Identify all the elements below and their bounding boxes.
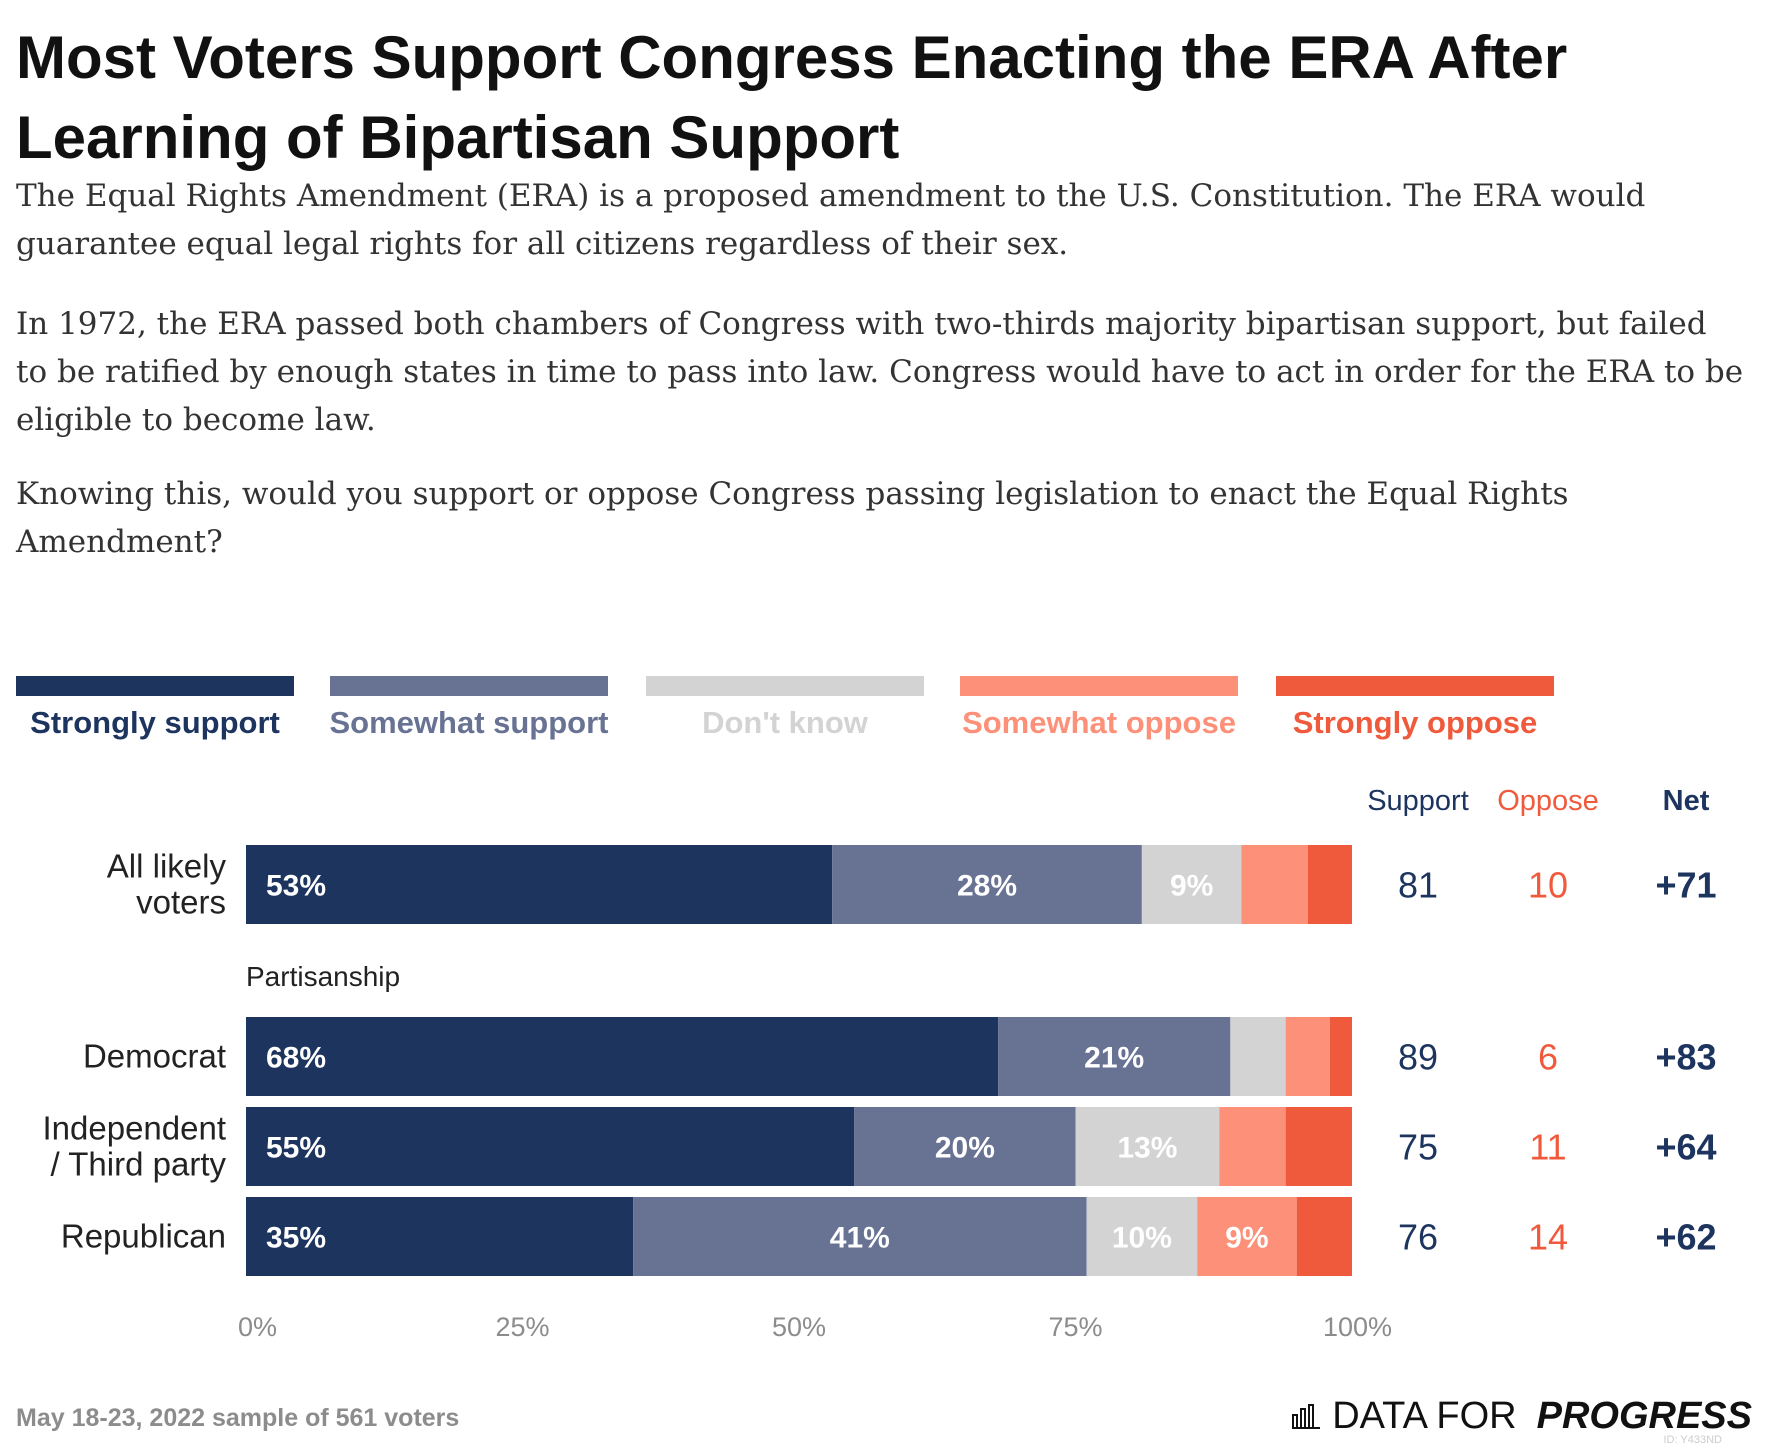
legend-label: Somewhat support xyxy=(329,705,608,740)
x-tick-label: 100% xyxy=(1323,1312,1392,1342)
support-value: 76 xyxy=(1398,1217,1438,1258)
bar-segment xyxy=(1075,1107,1220,1186)
chart-id: ID: Y433ND xyxy=(1663,1434,1723,1446)
row-label: voters xyxy=(136,884,226,921)
row-label: Republican xyxy=(61,1218,226,1255)
data-label: 9% xyxy=(1225,1222,1268,1255)
data-label: 53% xyxy=(266,870,326,903)
support-value: 89 xyxy=(1398,1037,1438,1078)
oppose-value: 11 xyxy=(1529,1127,1566,1168)
bar-segment xyxy=(246,1017,999,1096)
bar-segment xyxy=(1285,1017,1330,1096)
x-tick-label: 25% xyxy=(495,1312,549,1342)
bar-segment xyxy=(1329,1017,1352,1096)
data-label: 10% xyxy=(1112,1222,1172,1255)
bar-segment xyxy=(1296,1197,1352,1276)
stacked-bar-chart: Strongly support Somewhat support Don't kn… xyxy=(16,676,1717,1342)
bar-segment xyxy=(633,1197,1087,1276)
legend-label: Don't know xyxy=(702,705,869,740)
data-label: 68% xyxy=(266,1042,326,1075)
bar-segment xyxy=(246,845,833,924)
brand-logo: DATA FOR PROGRESS xyxy=(1292,1394,1752,1438)
oppose-value: 10 xyxy=(1528,865,1568,906)
bar-segment xyxy=(1230,1017,1286,1096)
legend-label: Strongly support xyxy=(30,705,280,740)
bar-segment xyxy=(1219,1107,1286,1186)
oppose-header: Oppose xyxy=(1497,785,1599,817)
group-label: Partisanship xyxy=(246,961,400,992)
bar-chart-icon xyxy=(1292,1404,1321,1429)
x-tick-label: 75% xyxy=(1048,1312,1102,1342)
bar-segment xyxy=(1141,845,1242,924)
bar-segment xyxy=(246,1197,634,1276)
legend-label: Somewhat oppose xyxy=(962,705,1236,740)
bar-segment xyxy=(1086,1197,1198,1276)
data-label: 9% xyxy=(1170,870,1213,903)
row-label: All likely xyxy=(107,848,227,885)
bar-segment xyxy=(854,1107,1076,1186)
data-label: 20% xyxy=(935,1132,995,1165)
net-value: +64 xyxy=(1655,1127,1716,1168)
intro-paragraph-2: In 1972, the ERA passed both chambers of… xyxy=(16,306,1744,438)
bar-segment xyxy=(246,1107,855,1186)
bar-segment xyxy=(1241,845,1308,924)
support-value: 75 xyxy=(1398,1127,1438,1168)
data-label: 13% xyxy=(1117,1132,1177,1165)
bar-segment xyxy=(832,845,1142,924)
oppose-value: 6 xyxy=(1538,1037,1558,1078)
chart-title: Most Voters Support Congress Enacting th… xyxy=(16,24,1568,171)
bar-segment xyxy=(1285,1107,1352,1186)
brand-name-part2: PROGRESS xyxy=(1536,1394,1752,1437)
bar-segment xyxy=(1197,1197,1297,1276)
legend-swatch xyxy=(330,676,608,696)
oppose-value: 14 xyxy=(1528,1217,1568,1258)
x-tick-label: 0% xyxy=(238,1312,277,1342)
intro-paragraph-3: Knowing this, would you support or oppos… xyxy=(16,476,1569,560)
row-label: Independent xyxy=(42,1110,226,1147)
net-header: Net xyxy=(1663,785,1710,817)
data-label: 55% xyxy=(266,1132,326,1165)
legend-label: Strongly oppose xyxy=(1293,705,1538,740)
bar-segment xyxy=(1307,845,1352,924)
support-header: Support xyxy=(1367,785,1469,817)
legend-swatch xyxy=(960,676,1238,696)
row-label: Democrat xyxy=(83,1038,226,1075)
support-value: 81 xyxy=(1398,865,1438,906)
sample-note: May 18-23, 2022 sample of 561 voters xyxy=(16,1404,460,1432)
row-label: / Third party xyxy=(51,1146,227,1183)
data-label: 28% xyxy=(957,870,1017,903)
net-value: +62 xyxy=(1655,1217,1716,1258)
net-value: +71 xyxy=(1655,865,1716,906)
data-label: 21% xyxy=(1084,1042,1144,1075)
data-label: 35% xyxy=(266,1222,326,1255)
legend-swatch xyxy=(16,676,294,696)
brand-name-part1: DATA FOR xyxy=(1332,1394,1517,1437)
data-label: 41% xyxy=(830,1222,890,1255)
legend-swatch xyxy=(1276,676,1554,696)
legend-swatch xyxy=(646,676,924,696)
x-tick-label: 50% xyxy=(772,1312,826,1342)
net-value: +83 xyxy=(1655,1037,1716,1078)
bar-segment xyxy=(998,1017,1231,1096)
intro-paragraph-1: The Equal Rights Amendment (ERA) is a pr… xyxy=(16,178,1646,262)
